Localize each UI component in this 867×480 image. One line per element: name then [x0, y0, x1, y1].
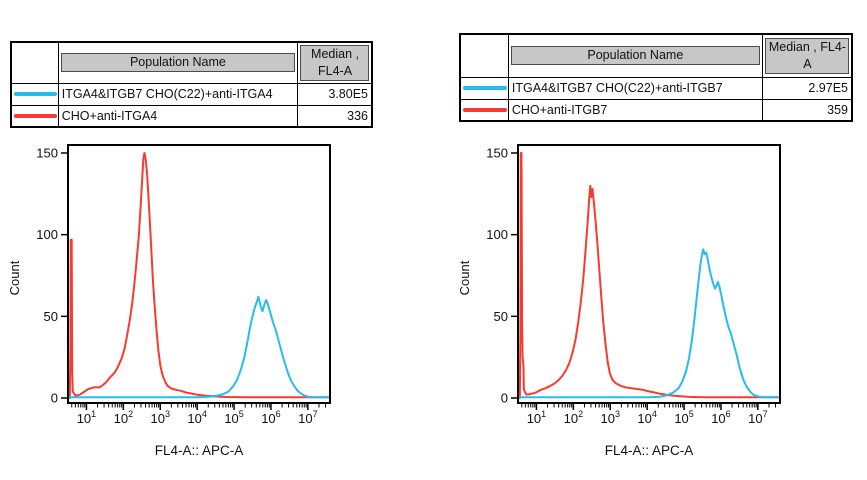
series-curve-red — [518, 152, 780, 399]
y-axis-tick-label: 50 — [494, 309, 508, 324]
x-axis-tick-label: 102 — [114, 409, 133, 426]
x-axis-title: FL4-A:: APC-A — [155, 443, 244, 458]
series-curve-red — [68, 152, 330, 399]
median-value: 2.97E5 — [761, 76, 853, 100]
y-axis-title: Count — [457, 260, 472, 295]
y-axis-tick-label: 100 — [36, 227, 58, 242]
x-axis-tick-label: 101 — [77, 409, 96, 426]
x-axis-tick-label: 107 — [298, 409, 317, 426]
x-axis-tick-label: 105 — [224, 409, 243, 426]
x-axis-tick-label: 106 — [261, 409, 280, 426]
y-axis-tick-label: 150 — [486, 146, 508, 161]
population-name: ITGA4&ITGB7 CHO(C22)+anti-ITGB7 — [507, 76, 763, 100]
median-fl4a-header: Median , FL4-A — [764, 37, 849, 74]
median-value: 336 — [297, 104, 373, 128]
legend-column-header — [10, 41, 59, 84]
x-axis-tick-label: 103 — [151, 409, 170, 426]
x-axis-tick-label: 101 — [527, 409, 546, 426]
population-name-header: Population Name — [510, 46, 760, 66]
legend-column-header — [459, 33, 509, 78]
plot-frame — [67, 144, 331, 404]
y-axis-tick-label: 0 — [51, 391, 58, 406]
plot-frame — [517, 144, 781, 404]
median-value: 359 — [761, 98, 853, 122]
median-fl4a-header: Median , FL4-A — [300, 45, 369, 81]
stats-table: Population Name Median , FL4-A ITGA4&ITG… — [10, 41, 373, 129]
x-axis-tick-label: 104 — [637, 409, 656, 426]
y-axis-tick-label: 100 — [486, 227, 508, 242]
population-stats-table-right: Population Name Median , FL4-A ITGA4&ITG… — [459, 33, 853, 122]
table-header-row: Population Name Median , FL4-A — [459, 33, 853, 78]
table-header-row: Population Name Median , FL4-A — [10, 41, 373, 84]
x-axis-title: FL4-A:: APC-A — [605, 443, 694, 458]
series-color-swatch-cyan — [14, 92, 57, 97]
y-axis-title: Count — [7, 260, 22, 295]
flow-histogram-svg: 0 50 100 150 Count 101 102 103 104 105 106 107 FL4-A… — [457, 144, 781, 458]
population-name: ITGA4&ITGB7 CHO(C22)+anti-ITGA4 — [57, 82, 299, 106]
population-name: CHO+anti-ITGA4 — [57, 104, 299, 128]
x-axis-tick-label: 103 — [601, 409, 620, 426]
population-stats-table-left: Population Name Median , FL4-A ITGA4&ITG… — [10, 41, 373, 129]
x-axis-tick-label: 102 — [564, 409, 583, 426]
x-axis-tick-label: 106 — [711, 409, 730, 426]
series-curve-cyan — [68, 295, 330, 399]
population-name: CHO+anti-ITGB7 — [507, 98, 763, 122]
series-color-swatch-red — [463, 107, 507, 112]
flow-histogram-right: 0 50 100 150 Count 101 102 103 104 105 106 107 FL4-A… — [455, 140, 815, 475]
table-row: ITGA4&ITGB7 CHO(C22)+anti-ITGA4 3.80E5 — [10, 82, 373, 106]
x-axis-tick-label: 104 — [187, 409, 206, 426]
table-row: ITGA4&ITGB7 CHO(C22)+anti-ITGB7 2.97E5 — [459, 76, 853, 100]
y-axis-tick-label: 50 — [44, 309, 58, 324]
population-name-header: Population Name — [60, 53, 296, 73]
stats-table: Population Name Median , FL4-A ITGA4&ITG… — [459, 33, 853, 122]
x-axis-tick-label: 105 — [674, 409, 693, 426]
series-color-swatch-red — [14, 114, 57, 118]
flow-histogram-left: 0 50 100 150 Count 101 102 103 104 105 106 107 FL4-A… — [5, 140, 365, 475]
table-row: CHO+anti-ITGA4 336 — [10, 104, 373, 128]
table-row: CHO+anti-ITGB7 359 — [459, 98, 853, 122]
series-curve-cyan — [518, 248, 780, 399]
series-color-swatch-cyan — [463, 86, 507, 90]
y-axis-tick-label: 150 — [36, 146, 58, 161]
y-axis-tick-label: 0 — [501, 391, 508, 406]
flow-histogram-svg: 0 50 100 150 Count 101 102 103 104 105 106 107 FL4-A… — [7, 144, 331, 458]
median-value: 3.80E5 — [297, 82, 373, 106]
x-axis-tick-label: 107 — [748, 409, 767, 426]
